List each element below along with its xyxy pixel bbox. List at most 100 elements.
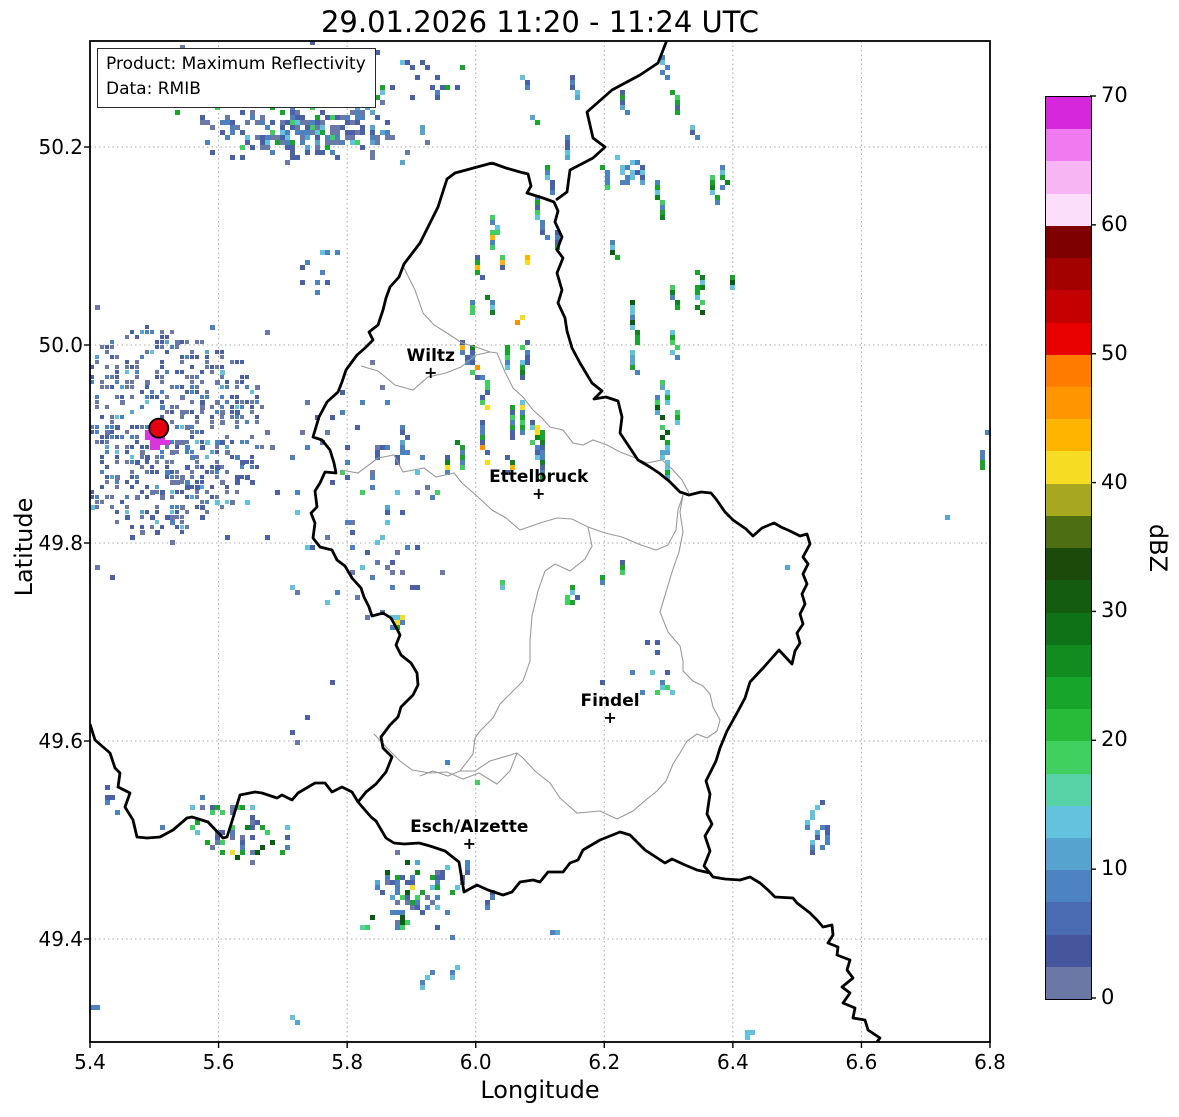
echo-pixel	[135, 335, 139, 339]
echo-pixel	[535, 215, 540, 220]
echo-pixel	[115, 455, 119, 459]
echo-pixel	[460, 460, 465, 465]
echo-pixel	[520, 345, 525, 350]
echo-pixel	[230, 455, 234, 459]
echo-pixel	[600, 680, 605, 685]
echo-pixel	[260, 845, 265, 850]
echo-pixel	[265, 330, 270, 335]
echo-pixel	[190, 495, 194, 499]
echo-pixel	[200, 430, 204, 434]
echo-pixel	[405, 895, 410, 900]
echo-pixel	[485, 380, 490, 385]
echo-pixel	[180, 425, 184, 429]
echo-pixel	[785, 565, 790, 570]
echo-pixel	[480, 275, 485, 280]
echo-pixel	[390, 585, 395, 590]
echo-pixel	[245, 120, 250, 125]
echo-pixel	[285, 145, 290, 150]
echo-pixel	[150, 390, 154, 394]
echo-pixel	[630, 310, 635, 315]
echo-pixel	[160, 375, 164, 379]
echo-pixel	[130, 470, 134, 474]
echo-pixel	[670, 335, 675, 340]
echo-pixel	[335, 155, 340, 160]
echo-pixel	[165, 350, 169, 354]
echo-pixel	[655, 195, 660, 200]
echo-pixel	[310, 41, 315, 45]
echo-pixel	[350, 135, 355, 140]
echo-pixel	[360, 565, 365, 570]
echo-pixel	[440, 870, 445, 875]
echo-pixel	[130, 395, 134, 399]
echo-pixel	[245, 375, 249, 379]
echo-pixel	[385, 875, 390, 880]
echo-pixel	[245, 440, 249, 444]
echo-pixel	[435, 905, 440, 910]
echo-pixel	[130, 330, 134, 334]
echo-pixel	[565, 135, 570, 140]
echo-pixel	[400, 920, 405, 925]
colorbar-segment	[1046, 966, 1091, 1000]
echo-pixel	[125, 445, 129, 449]
echo-pixel	[115, 510, 119, 514]
echo-pixel	[490, 300, 495, 305]
echo-pixel	[350, 570, 355, 575]
echo-pixel	[360, 490, 365, 495]
echo-pixel	[225, 470, 229, 474]
echo-pixel	[620, 95, 625, 100]
city-label-wiltz: Wiltz	[406, 345, 455, 366]
colorbar-segment	[1046, 225, 1091, 259]
echo-pixel	[130, 535, 135, 540]
echo-pixel	[135, 425, 139, 429]
echo-pixel	[100, 385, 104, 389]
echo-pixel	[360, 145, 365, 150]
echo-pixel	[115, 365, 119, 369]
echo-pixel	[200, 795, 205, 800]
echo-pixel	[490, 230, 495, 235]
colorbar-segment	[1046, 451, 1091, 484]
colorbar-tick-label: 0	[1101, 985, 1115, 1009]
product-line: Product: Maximum Reflectivity	[106, 54, 366, 74]
colorbar-tick-label: 30	[1101, 598, 1128, 623]
echo-pixel	[250, 465, 254, 469]
echo-pixel	[515, 320, 520, 325]
echo-pixel	[480, 425, 485, 430]
city-label-ettelbruck: Ettelbruck	[489, 467, 589, 488]
echo-pixel	[220, 355, 224, 359]
echo-pixel	[85, 360, 89, 364]
echo-pixel	[170, 440, 174, 444]
echo-pixel	[430, 85, 435, 90]
echo-pixel	[400, 510, 405, 515]
echo-pixel	[95, 355, 99, 359]
country-border-line	[309, 161, 812, 897]
echo-pixel	[70, 375, 74, 379]
echo-pixel	[180, 515, 184, 519]
echo-pixel	[410, 880, 415, 885]
echo-pixel	[270, 150, 275, 155]
echo-pixel	[210, 465, 214, 469]
echo-pixel	[345, 120, 350, 125]
echo-pixel	[85, 365, 89, 369]
echo-pixel	[360, 125, 365, 130]
echo-pixel	[230, 130, 235, 135]
echo-pixel	[205, 355, 209, 359]
city-marker-ettelbruck: +	[532, 484, 546, 504]
echo-pixel	[80, 450, 84, 454]
echo-pixel	[375, 135, 380, 140]
y-tick-label: 49.8	[38, 531, 83, 555]
colorbar-segment	[1046, 386, 1091, 420]
echo-pixel	[170, 460, 174, 464]
echo-pixel	[95, 400, 99, 404]
echo-pixel	[825, 825, 830, 830]
echo-pixel	[240, 130, 245, 135]
echo-pixel	[285, 130, 290, 135]
colorbar-segment	[1046, 676, 1091, 710]
echo-pixel	[210, 805, 215, 810]
echo-pixel	[625, 165, 630, 170]
echo-pixel	[115, 415, 119, 419]
echo-pixel	[195, 430, 199, 434]
echo-pixel	[400, 915, 405, 920]
echo-pixel	[185, 485, 190, 490]
echo-pixel	[190, 450, 194, 454]
echo-pixel	[530, 420, 535, 425]
